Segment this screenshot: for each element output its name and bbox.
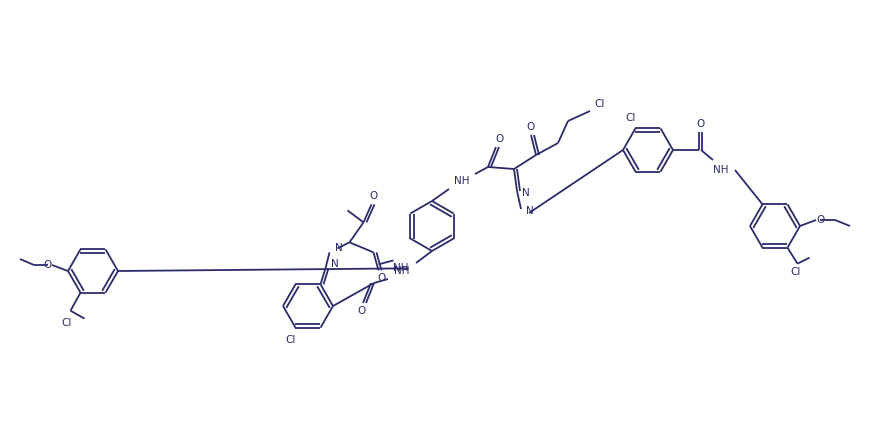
Text: O: O [495,134,504,144]
Text: Cl: Cl [789,267,800,277]
Text: Cl: Cl [61,318,72,327]
Text: O: O [44,260,52,270]
Text: N: N [526,206,533,216]
Text: NH: NH [454,176,469,186]
Text: Cl: Cl [594,99,604,109]
Text: N: N [522,188,529,198]
Text: NH: NH [712,165,728,175]
Text: O: O [357,306,366,316]
Text: NH: NH [394,266,409,276]
Text: O: O [369,191,378,201]
Text: O: O [815,215,824,225]
Text: Cl: Cl [624,113,635,123]
Text: N: N [330,259,338,269]
Text: N: N [335,243,342,253]
Text: O: O [526,122,535,132]
Text: O: O [696,119,704,129]
Text: Cl: Cl [285,335,295,344]
Text: NH: NH [392,263,407,273]
Text: O: O [377,273,385,283]
